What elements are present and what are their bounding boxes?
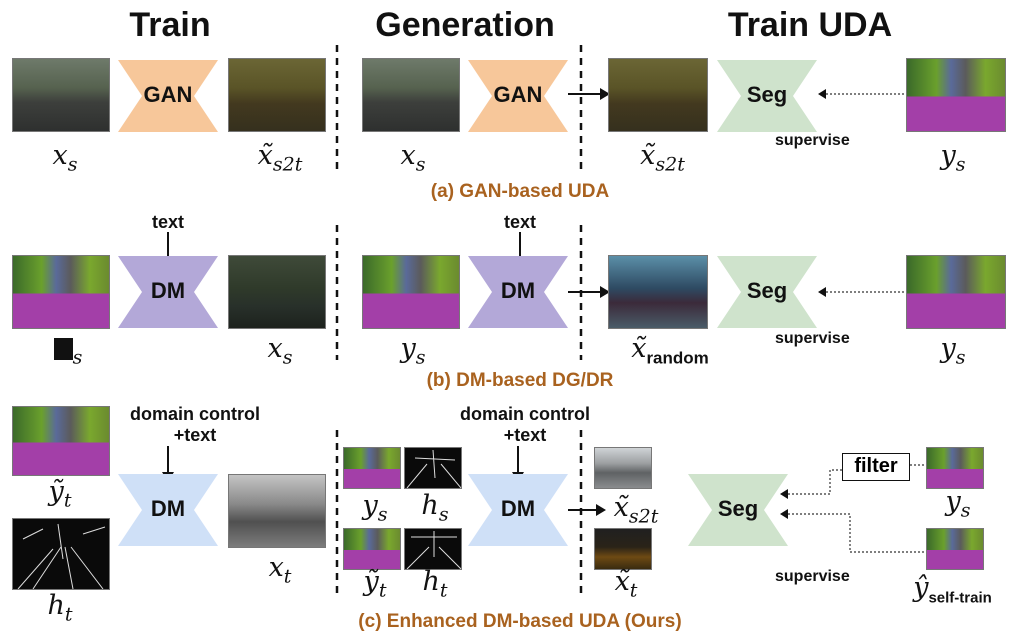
header-train: Train <box>129 6 211 44</box>
seg-block-a: Seg <box>717 60 817 132</box>
header-generation: Generation <box>375 6 555 44</box>
label-h-s: hs <box>421 490 449 526</box>
seg-block-b: Seg <box>717 256 817 328</box>
image-source-label-b <box>906 255 1006 329</box>
label-x-t: xt <box>268 552 292 588</box>
image-self-train-label <box>926 528 984 570</box>
dm-block-b-train: DM <box>118 256 218 328</box>
edge-lines <box>406 531 461 569</box>
filter-box: filter <box>842 453 910 481</box>
image-target-edge-small <box>404 528 462 570</box>
image-label-train <box>12 255 110 329</box>
gan-block: GAN <box>118 60 218 132</box>
seg-block-c: Seg <box>688 474 788 546</box>
image-target-label-small <box>343 528 401 570</box>
header-train-uda: Train UDA <box>727 6 893 44</box>
label-y-t-tilde: ỹt <box>48 476 72 512</box>
image-source-label-small <box>343 447 401 489</box>
label-y-t-tilde-c: ỹt <box>363 566 387 602</box>
edge-lines <box>406 449 461 488</box>
label-h-t-c: ht <box>422 566 448 602</box>
caption-b: (b) DM-based DG/DR <box>426 370 614 391</box>
domain-control-label-train: domain control +text <box>130 404 260 445</box>
image-target-edge <box>12 518 110 590</box>
caption-a: (a) GAN-based UDA <box>430 181 610 202</box>
caption-c: (c) Enhanced DM-based UDA (Ours) <box>358 611 682 632</box>
label-x-s-gen: xs <box>400 140 426 176</box>
supervise-label-a: supervise <box>775 132 850 149</box>
arrow-right-icon <box>568 504 606 516</box>
supervise-connectors <box>780 469 926 553</box>
label-x-s2t-gen: x̃s2t <box>640 140 685 176</box>
image-source-label-filter <box>926 447 984 489</box>
image-snow-generated <box>594 447 652 489</box>
label-y-s-a: ys <box>940 140 966 176</box>
edge-lines <box>17 523 106 589</box>
image-source-label <box>906 58 1006 132</box>
image-real-street <box>228 255 326 329</box>
label-y-s-b: ys <box>400 333 426 369</box>
label-x-s: xs <box>52 140 78 176</box>
domain-control-label-gen: domain control +text <box>460 404 590 445</box>
label-y-s-b2: ys <box>940 333 966 369</box>
label-x-random: x̃random <box>631 333 709 368</box>
label-x-s2t-c: x̃s2t <box>613 492 659 528</box>
supervise-label-c: supervise <box>775 568 850 585</box>
supervise-label-b: supervise <box>775 330 850 347</box>
image-night-generated <box>594 528 652 570</box>
text-input-label-gen: text <box>503 212 536 232</box>
arrow-right-icon <box>568 88 610 100</box>
label-x-t-tilde: x̃t <box>614 566 638 602</box>
image-target-pseudo-label <box>12 406 110 476</box>
dm-block-c-gen: DM <box>468 474 568 546</box>
image-source-edge-small <box>404 447 462 489</box>
image-translated <box>228 58 326 132</box>
label-y-s-c: ys <box>362 490 388 526</box>
image-source-street <box>12 58 110 132</box>
supervise-arrow-icon <box>818 89 906 99</box>
image-translated-gen <box>608 58 708 132</box>
image-target-street <box>228 474 326 548</box>
dm-block-c-train: DM <box>118 474 218 546</box>
gan-block-gen: GAN <box>468 60 568 132</box>
label-box-s: s <box>38 333 98 368</box>
image-source-street-gen <box>362 58 460 132</box>
image-label-gen <box>362 255 460 329</box>
label-x-s2t: x̃s2t <box>257 140 303 176</box>
dm-block-b-gen: DM <box>468 256 568 328</box>
label-x-s-b: xs <box>267 333 293 369</box>
supervise-arrow-icon <box>818 287 906 297</box>
label-y-s-filter: ys <box>945 486 971 522</box>
image-random-generated <box>608 255 708 329</box>
text-input-label-train: text <box>151 212 184 232</box>
label-h-t: ht <box>47 590 73 626</box>
arrow-right-icon <box>568 286 610 298</box>
label-y-self-train: ŷself-train <box>913 572 992 607</box>
